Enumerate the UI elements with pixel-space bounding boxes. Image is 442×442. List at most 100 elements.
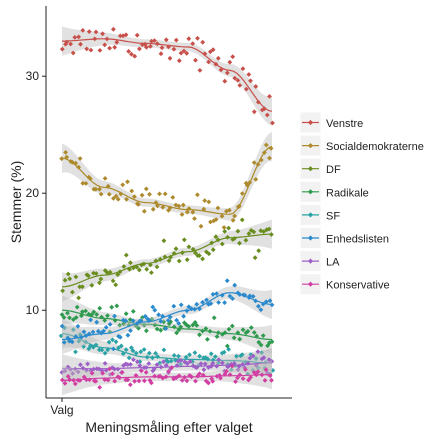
data-point [123,252,129,258]
data-point [270,368,276,373]
data-point [116,333,121,339]
data-point [89,312,94,318]
data-point [190,209,196,215]
data-point [193,250,198,256]
data-point [98,276,104,282]
data-point [73,315,79,320]
data-point [181,237,187,243]
data-point [59,312,65,317]
data-point [255,369,261,375]
data-point [70,289,75,295]
trend-line [62,374,272,381]
data-point [250,294,256,299]
data-point [243,237,249,243]
data-point [187,359,193,364]
data-point [137,359,143,365]
data-point [206,251,212,257]
data-point [232,75,238,81]
data-point [110,278,116,284]
data-point [81,374,87,380]
data-point [197,371,202,377]
data-point [70,50,76,56]
data-point [251,160,257,165]
data-point [120,182,126,188]
data-point [150,206,156,212]
data-point [129,51,134,57]
data-point [69,339,75,345]
data-point [75,369,81,375]
data-point [232,282,238,288]
data-point [216,360,221,365]
data-point [145,316,151,322]
data-point [134,32,140,38]
data-point [136,202,141,207]
data-point [139,192,145,198]
data-point [127,382,133,388]
data-point [67,315,72,321]
data-point [206,365,211,370]
data-point [248,374,253,380]
data-point [68,367,73,372]
data-point [176,203,182,209]
data-point [65,310,70,316]
x-tick-label: Valg [50,403,73,417]
data-point [99,347,105,353]
data-point [213,234,219,240]
data-point [171,353,177,358]
data-point [251,109,257,115]
data-point [63,150,68,155]
data-point [65,271,71,277]
data-point [269,339,275,345]
legend-key-marker [307,119,314,126]
data-point [194,301,200,307]
data-point [59,156,64,162]
data-point [86,174,92,180]
data-point [200,256,205,262]
confidence-band [62,295,272,355]
data-point [73,160,79,166]
data-point [102,176,108,181]
data-point [77,156,83,161]
data-point [125,179,130,185]
data-point [107,269,113,275]
data-point [112,378,118,384]
data-point [203,326,209,331]
data-point [229,363,235,369]
data-point [90,329,96,335]
data-point [198,223,204,229]
data-point [197,332,202,338]
data-point [156,312,161,318]
data-point [117,334,123,340]
legend-label: Venstre [326,118,363,130]
data-point [112,318,118,323]
data-point [248,78,253,84]
data-point [222,229,228,234]
data-point [266,226,272,232]
data-point [88,47,94,53]
legend-label: Enhedslisten [326,234,389,246]
legend-item-sf: SF [299,203,340,226]
data-point [125,332,131,338]
trend-line [61,333,273,364]
data-point [86,273,91,279]
data-point [253,356,259,361]
data-point [246,377,251,383]
data-point [70,327,76,332]
data-point [132,194,137,199]
data-point [231,335,237,341]
data-point [142,313,148,319]
data-point [60,288,65,294]
data-point [178,50,184,56]
data-point [253,84,259,89]
data-point [245,182,250,188]
data-point [62,380,68,386]
data-point [215,205,221,211]
data-point [71,317,76,322]
data-point [165,318,171,323]
data-point [210,247,216,253]
data-point [184,209,190,215]
data-point [237,336,243,342]
data-point [79,313,84,319]
data-point [111,196,116,201]
data-point [224,368,229,374]
